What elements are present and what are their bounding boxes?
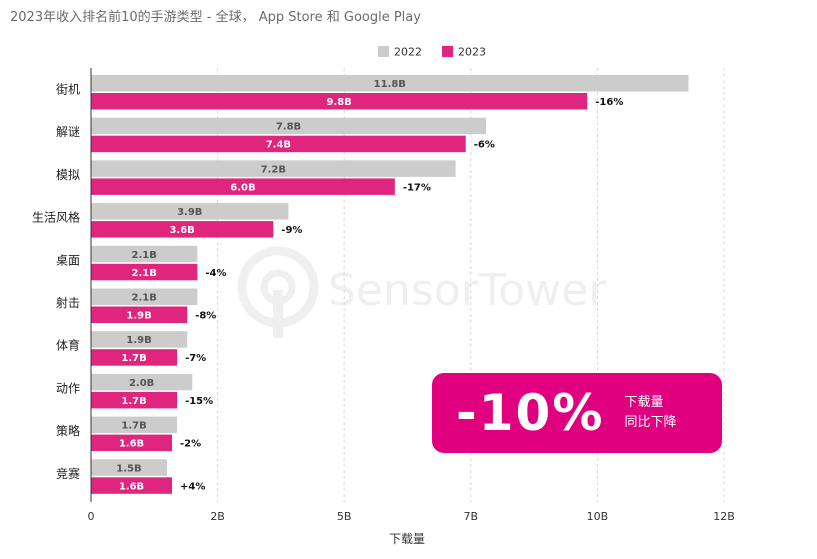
- bar-2023: [91, 391, 178, 409]
- bar-value-label: 11.8B: [374, 79, 406, 90]
- x-tick-label: 0: [88, 510, 95, 523]
- bar-2023: [91, 477, 173, 494]
- change-label: -4%: [205, 268, 226, 279]
- svg-text:SensorTower: SensorTower: [328, 265, 607, 316]
- change-label: +4%: [180, 481, 205, 492]
- bar-2023: [91, 349, 178, 366]
- watermark-logo: SensorTower: [237, 246, 607, 338]
- bar-value-label: 3.6B: [169, 225, 194, 236]
- bar-value-label: 1.9B: [126, 311, 151, 322]
- bar-2023: [91, 263, 198, 281]
- bar-value-label: 1.5B: [116, 463, 141, 474]
- legend-label: 2023: [458, 46, 486, 59]
- category-label: 模拟: [56, 168, 80, 182]
- callout-line1: 下载量: [624, 395, 664, 410]
- bar-value-label: 1.9B: [126, 335, 151, 346]
- bar-2022: [91, 416, 178, 434]
- bar-value-label: 2.1B: [132, 293, 157, 304]
- legend-swatch: [442, 46, 453, 57]
- bar-value-label: 3.9B: [177, 207, 202, 218]
- change-label: -7%: [185, 353, 206, 364]
- change-label: -15%: [185, 396, 213, 407]
- bar-value-label: 6.0B: [230, 182, 255, 193]
- x-tick-label: 5B: [337, 510, 352, 523]
- change-label: -16%: [595, 97, 623, 108]
- bar-2022: [91, 373, 193, 391]
- callout-line2: 同比下降: [624, 415, 677, 430]
- x-tick-label: 7B: [464, 510, 479, 523]
- bar-2023: [91, 93, 588, 110]
- change-label: -9%: [281, 225, 302, 236]
- category-label: 体育: [56, 338, 80, 353]
- bar-value-label: 2.1B: [132, 250, 157, 261]
- chart-title: 2023年收入排名前10的手游类型 - 全球， App Store 和 Goog…: [10, 10, 421, 25]
- bar-value-label: 2.1B: [132, 268, 157, 279]
- x-tick-label: 2B: [210, 510, 225, 523]
- legend-swatch: [378, 46, 389, 57]
- bar-2023: [91, 221, 274, 238]
- change-label: -17%: [403, 182, 431, 193]
- category-label: 射击: [56, 295, 80, 310]
- bar-2023: [91, 306, 188, 323]
- bar-value-label: 9.8B: [326, 97, 351, 108]
- bar-2022: [91, 459, 167, 476]
- bar-value-label: 7.4B: [266, 140, 291, 151]
- category-label: 桌面: [56, 253, 80, 267]
- category-label: 街机: [56, 83, 80, 97]
- change-label: -8%: [195, 311, 216, 322]
- bar-value-label: 7.2B: [261, 164, 286, 175]
- bar-2022: [91, 245, 198, 263]
- category-label: 策略: [56, 423, 80, 438]
- bar-value-label: 1.7B: [121, 353, 146, 364]
- bar-2023: [91, 178, 395, 195]
- legend-label: 2022: [394, 46, 422, 59]
- bar-value-label: 1.7B: [121, 396, 146, 407]
- bar-2022: [91, 288, 198, 305]
- bar-2022: [91, 331, 188, 348]
- change-label: -2%: [180, 439, 201, 450]
- x-tick-label: 10B: [587, 510, 609, 523]
- bar-value-label: 1.6B: [119, 481, 144, 492]
- category-label: 解谜: [56, 125, 80, 139]
- category-label: 动作: [56, 381, 80, 395]
- callout-box: -10% 下载量 同比下降: [432, 373, 722, 453]
- callout-value: -10%: [456, 384, 605, 442]
- category-label: 生活风格: [32, 210, 80, 225]
- x-tick-label: 12B: [713, 510, 735, 523]
- category-label: 竞赛: [56, 466, 80, 481]
- bar-2023: [91, 135, 466, 153]
- bar-2022: [91, 203, 289, 220]
- x-axis-label: 下载量: [389, 532, 425, 546]
- bar-2022: [91, 75, 689, 92]
- bar-value-label: 7.8B: [276, 122, 301, 133]
- bar-value-label: 1.6B: [119, 439, 144, 450]
- bar-2023: [91, 434, 173, 452]
- change-label: -6%: [474, 140, 495, 151]
- bar-value-label: 1.7B: [121, 421, 146, 432]
- bar-2022: [91, 117, 486, 135]
- bar-2022: [91, 160, 456, 177]
- bar-value-label: 2.0B: [129, 378, 154, 389]
